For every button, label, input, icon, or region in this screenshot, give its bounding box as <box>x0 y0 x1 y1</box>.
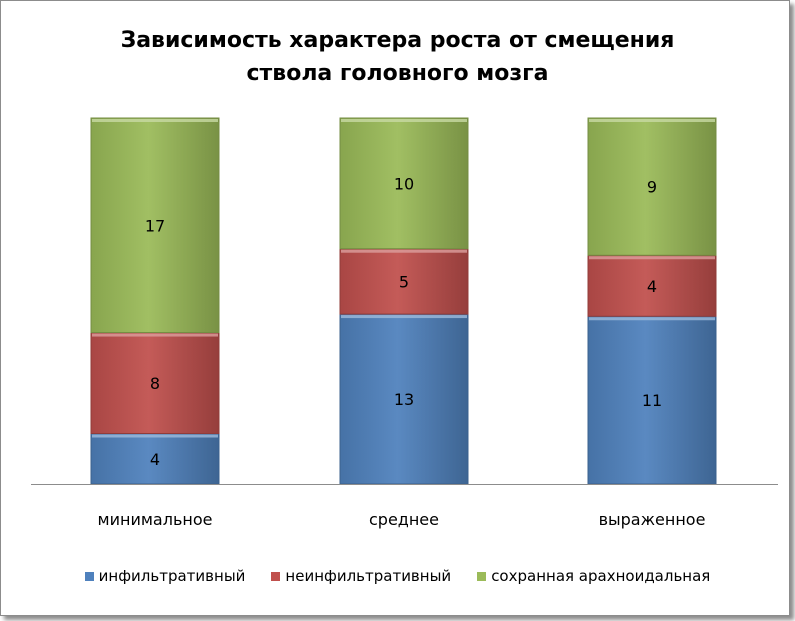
legend-label-infiltrative: инфильтративный <box>98 567 246 585</box>
data-label-1-2: 10 <box>394 174 414 193</box>
bar-segment-highlight-0-0 <box>92 434 218 438</box>
chart-title-line-2: ствола головного мозга <box>246 61 549 86</box>
legend-item-noninfiltrative: неинфильтративный <box>271 567 451 585</box>
data-label-2-0: 11 <box>642 391 662 410</box>
bar-segment-2-0 <box>587 315 717 485</box>
bar-segment-2-1 <box>587 254 717 317</box>
bar-segment-highlight-0-1 <box>92 333 218 337</box>
legend: инфильтративный неинфильтративный сохран… <box>0 567 795 585</box>
legend-label-arachnoid: сохранная арахноидальная <box>491 567 711 585</box>
bar-segment-highlight-2-1 <box>589 256 715 260</box>
chart-title: Зависимость характера роста от смещения … <box>0 24 795 90</box>
category-label-0: минимальное <box>98 510 213 529</box>
category-label-1: среднее <box>369 510 439 529</box>
legend-label-noninfiltrative: неинфильтративный <box>285 567 452 585</box>
data-label-0-1: 8 <box>150 374 160 393</box>
legend-swatch-infiltrative <box>84 571 94 581</box>
data-label-1-0: 13 <box>394 390 414 409</box>
data-label-2-1: 4 <box>647 277 657 296</box>
bar-segment-highlight-1-2 <box>341 119 467 122</box>
legend-item-arachnoid: сохранная арахноидальная <box>477 567 710 585</box>
bar-segment-highlight-1-1 <box>341 249 467 253</box>
bar-segment-0-2 <box>90 117 220 334</box>
data-label-0-2: 17 <box>145 216 165 235</box>
legend-swatch-arachnoid <box>477 571 487 581</box>
bar-segment-highlight-1-0 <box>341 315 467 319</box>
bar-segment-0-0 <box>90 433 220 485</box>
category-label-2: выраженное <box>599 510 706 529</box>
data-labels-group: 4 8 17 13 5 10 11 4 9 <box>145 174 662 468</box>
data-label-2-2: 9 <box>647 178 657 197</box>
legend-item-infiltrative: инфильтративный <box>84 567 246 585</box>
chart-title-line-1: Зависимость характера роста от смещения <box>120 28 675 53</box>
bar-segment-1-0 <box>339 313 469 485</box>
bar-segment-1-1 <box>339 248 469 315</box>
bar-segment-highlight-0-2 <box>92 119 218 122</box>
bar-segment-highlight-2-2 <box>589 119 715 122</box>
bar-segment-1-2 <box>339 117 469 250</box>
legend-swatch-noninfiltrative <box>271 571 281 581</box>
x-axis: минимальное среднее выраженное <box>31 484 778 529</box>
bars-group <box>90 117 717 485</box>
bar-segment-2-2 <box>587 117 717 256</box>
bar-segment-highlight-2-0 <box>589 317 715 321</box>
bar-segment-0-1 <box>90 332 220 435</box>
data-label-1-1: 5 <box>399 272 409 291</box>
data-label-0-0: 4 <box>150 450 160 469</box>
